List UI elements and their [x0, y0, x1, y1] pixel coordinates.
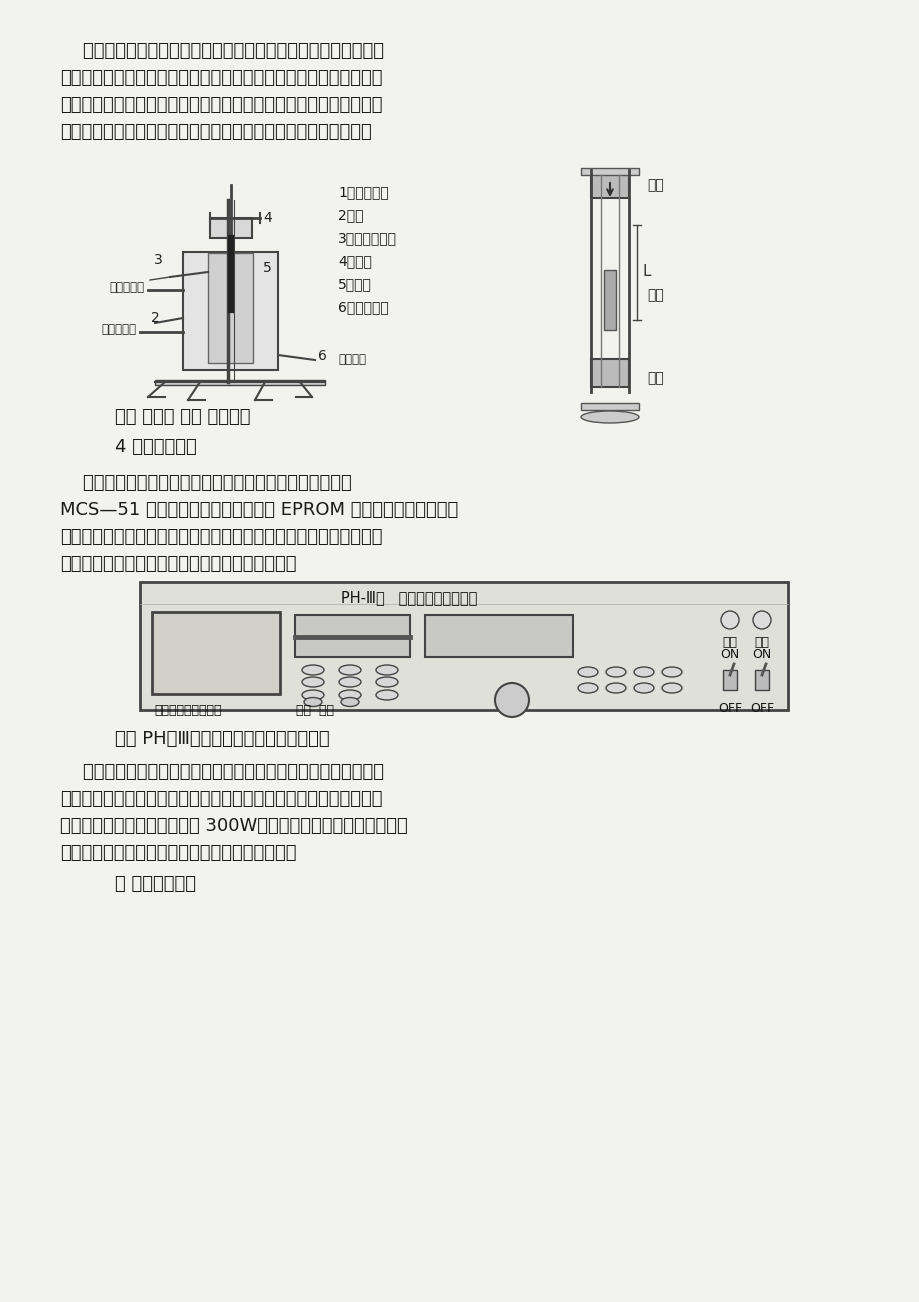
Text: 6、霍尔元件: 6、霍尔元件 [337, 299, 389, 314]
Ellipse shape [376, 677, 398, 687]
Text: OFF: OFF [749, 702, 773, 715]
Text: 1、待测液体: 1、待测液体 [337, 185, 389, 199]
Bar [590, 171, 629, 198]
Text: 电源: 电源 [754, 635, 768, 648]
Ellipse shape [606, 684, 625, 693]
Text: 铝条: 铝条 [646, 288, 663, 302]
Text: 3: 3 [153, 253, 162, 267]
Text: 4 测量一控制器: 4 测量一控制器 [115, 437, 197, 456]
Text: 霍尔元件: 霍尔元件 [337, 354, 366, 366]
Bar [210, 217, 252, 238]
Text: 控温系统由水箱、水泵、加热器及控温装置组成。微型水泵运转: 控温系统由水箱、水泵、加热器及控温装置组成。微型水泵运转 [60, 763, 383, 781]
Ellipse shape [577, 684, 597, 693]
Ellipse shape [376, 690, 398, 700]
Ellipse shape [662, 684, 681, 693]
Bar [581, 168, 639, 174]
Text: 图四 PH－Ⅲ型变温粘滞系数实验仪前面板: 图四 PH－Ⅲ型变温粘滞系数实验仪前面板 [115, 730, 329, 749]
Bar [183, 253, 278, 370]
Text: MCS—51 系列处理芯片，软件固化在 EPROM 中，霍尔传感器产生的: MCS—51 系列处理芯片，软件固化在 EPROM 中，霍尔传感器产生的 [60, 501, 458, 519]
Circle shape [494, 684, 528, 717]
Ellipse shape [633, 667, 653, 677]
Text: 磁铁: 磁铁 [646, 178, 663, 191]
Ellipse shape [577, 667, 597, 677]
Bar [295, 615, 410, 658]
Bar [581, 404, 639, 410]
Text: 接到测量器上。每产磁铁经过霍尔传感器前端时，传感器即输出一个: 接到测量器上。每产磁铁经过霍尔传感器前端时，传感器即输出一个 [60, 96, 382, 115]
Text: ON: ON [720, 648, 739, 661]
Ellipse shape [301, 677, 323, 687]
Text: ，并将结果计算和显示出来。其面板如图四所示。: ，并将结果计算和显示出来。其面板如图四所示。 [60, 555, 296, 573]
Text: 矩形脉冲。这种磁传感器的使用，为非透明液体的测量带来方便。: 矩形脉冲。这种磁传感器的使用，为非透明液体的测量带来方便。 [60, 122, 371, 141]
Ellipse shape [341, 698, 358, 707]
Text: 脉冲经整形后，从航空插座输入，由计时器完成两次脉冲之间的计时: 脉冲经整形后，从航空插座输入，由计时器完成两次脉冲之间的计时 [60, 529, 382, 546]
Bar [604, 270, 616, 329]
Ellipse shape [301, 665, 323, 674]
Text: L: L [642, 264, 651, 280]
Text: 5、落杆: 5、落杆 [337, 277, 371, 292]
Text: 水箱出水口: 水箱出水口 [101, 323, 136, 336]
Ellipse shape [376, 665, 398, 674]
Ellipse shape [303, 698, 322, 707]
Bar [154, 380, 324, 385]
Circle shape [752, 611, 770, 629]
Text: 图二 实验器 图三 磁性落针: 图二 实验器 图三 磁性落针 [115, 408, 250, 426]
Text: PH-Ⅲ型   变温粘滞系数实验仪: PH-Ⅲ型 变温粘滞系数实验仪 [340, 591, 477, 605]
Text: 南京光大教学仪器厂: 南京光大教学仪器厂 [153, 704, 221, 717]
Text: 磁铁: 磁铁 [646, 371, 663, 385]
Text: 水箱进水口: 水箱进水口 [108, 281, 144, 294]
Text: 以单片机为核心的测量器用以计时和处理数据，硬件采用: 以单片机为核心的测量器用以计时和处理数据，硬件采用 [60, 474, 351, 492]
Text: 体进行水浴加热，加热功率为 300W，通过控温装置的调节，预置实: 体进行水浴加热，加热功率为 300W，通过控温装置的调节，预置实 [60, 816, 407, 835]
Text: 控温: 控温 [721, 635, 737, 648]
Text: 3、温度传感器: 3、温度传感器 [337, 230, 397, 245]
Bar [140, 582, 788, 710]
Ellipse shape [633, 684, 653, 693]
Text: 验温度。待测液体的实际温度直接由数码管显示。: 验温度。待测液体的实际温度直接由数码管显示。 [60, 844, 296, 862]
Ellipse shape [338, 665, 360, 674]
Text: 2: 2 [151, 311, 159, 326]
Bar [425, 615, 573, 658]
Text: 停止  升温: 停止 升温 [296, 704, 334, 717]
Text: 5: 5 [263, 260, 271, 275]
Ellipse shape [301, 690, 323, 700]
Text: 4: 4 [263, 211, 271, 225]
Bar [208, 253, 253, 363]
Text: 二 实验内容提示: 二 实验内容提示 [115, 875, 196, 893]
Circle shape [720, 611, 738, 629]
Text: 6: 6 [318, 349, 326, 363]
Text: 它是灵敏极度高的开关型霍尔传感器，做成圆柱状，外部有螺纹: 它是灵敏极度高的开关型霍尔传感器，做成圆柱状，外部有螺纹 [60, 42, 383, 60]
Ellipse shape [662, 667, 681, 677]
Bar [152, 612, 279, 694]
Ellipse shape [338, 677, 360, 687]
Ellipse shape [338, 690, 360, 700]
Text: ，可用螺母固定在实验仪支架上。输出信号通过屏蔽电缆、航空插头: ，可用螺母固定在实验仪支架上。输出信号通过屏蔽电缆、航空插头 [60, 69, 382, 87]
Text: ON: ON [752, 648, 771, 661]
Text: 时，水流自实验器的底部流入，自顶部流山：形成水循环，对待测液: 时，水流自实验器的底部流入，自顶部流山：形成水循环，对待测液 [60, 790, 382, 809]
Bar [754, 671, 768, 690]
Text: 4、拉杆: 4、拉杆 [337, 254, 371, 268]
Text: 2、水: 2、水 [337, 208, 363, 223]
Ellipse shape [606, 667, 625, 677]
Ellipse shape [581, 411, 639, 423]
Bar [722, 671, 736, 690]
Text: OFF: OFF [717, 702, 742, 715]
Bar [590, 359, 629, 387]
